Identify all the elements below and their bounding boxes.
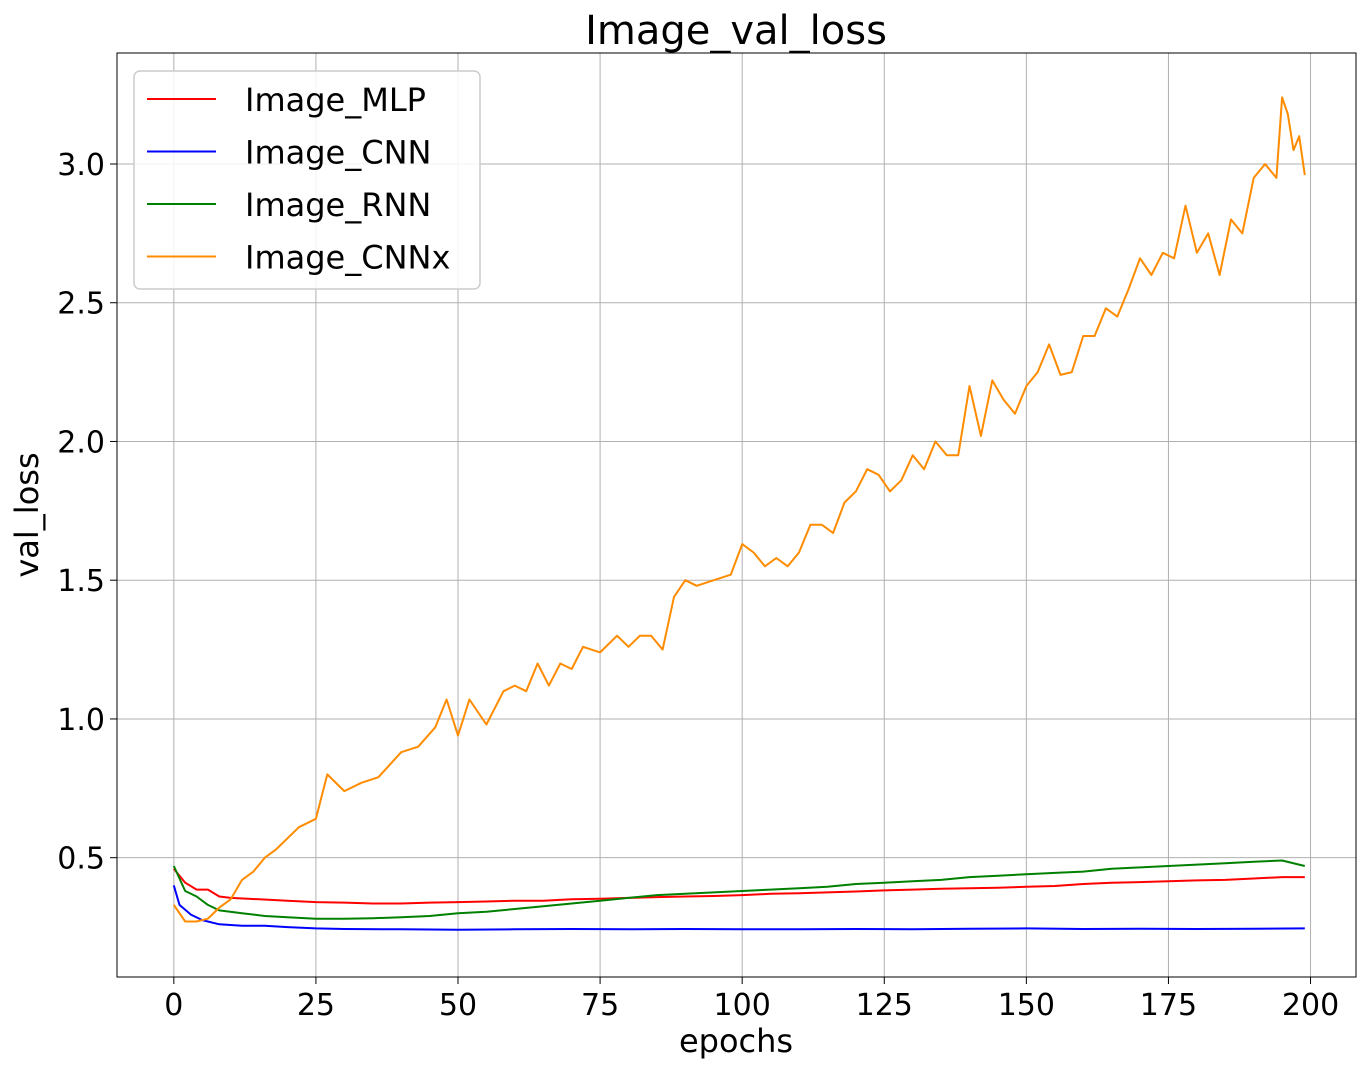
series-line-image-cnnx <box>172 96 1306 923</box>
legend: Image_MLP Image_CNN Image_RNN Image_CNNx <box>133 70 481 290</box>
legend-label: Image_RNN <box>245 186 431 224</box>
series-line-image-rnn <box>172 859 1306 920</box>
series-line-image-cnn <box>172 885 1305 931</box>
y-tick-label: 2.0 <box>57 425 105 460</box>
x-tick-label: 25 <box>297 988 335 1023</box>
chart-title: Image_val_loss <box>585 8 887 54</box>
x-tick-label: 150 <box>998 988 1055 1023</box>
x-tick-label: 200 <box>1282 988 1339 1023</box>
y-axis-ticks: 0.5 1.0 1.5 2.0 2.5 3.0 <box>57 148 117 877</box>
x-tick-label: 75 <box>581 988 619 1023</box>
legend-box <box>133 70 481 290</box>
x-axis-ticks: 0 25 50 75 100 125 150 175 200 <box>164 977 1339 1023</box>
x-tick-label: 125 <box>856 988 913 1023</box>
x-axis-label: epochs <box>679 1022 793 1060</box>
x-tick-label: 175 <box>1140 988 1197 1023</box>
y-tick-label: 3.0 <box>57 148 105 183</box>
legend-label: Image_MLP <box>245 81 426 119</box>
series-lines <box>172 96 1306 931</box>
y-tick-label: 0.5 <box>57 842 105 877</box>
x-tick-label: 50 <box>439 988 477 1023</box>
series-line-image-mlp <box>173 868 1305 905</box>
y-tick-label: 1.5 <box>57 564 105 599</box>
plot-frame <box>116 52 1357 978</box>
x-tick-label: 100 <box>714 988 771 1023</box>
x-tick-label: 0 <box>164 988 183 1023</box>
legend-label: Image_CNNx <box>245 239 450 277</box>
y-tick-label: 1.0 <box>57 703 105 738</box>
y-axis-label: val_loss <box>8 452 46 577</box>
grid <box>117 53 1356 977</box>
y-tick-label: 2.5 <box>57 287 105 322</box>
legend-label: Image_CNN <box>245 134 431 172</box>
